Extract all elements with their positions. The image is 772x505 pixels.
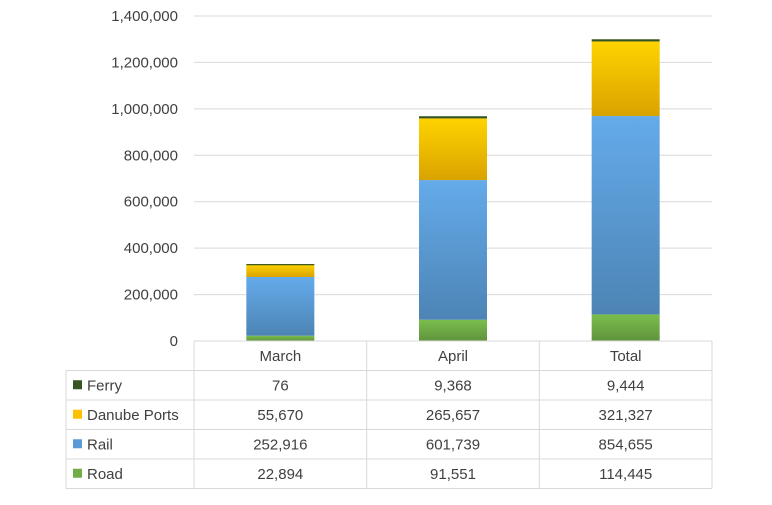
data-table-cell: 601,739 [426, 436, 480, 453]
data-table-cell: 9,444 [607, 377, 645, 394]
bar-segment [246, 264, 315, 266]
data-table-cell: 114,445 [599, 466, 652, 483]
data-table-cell: 9,368 [434, 377, 472, 394]
y-tick-label: 1,000,000 [111, 101, 178, 118]
legend-key [73, 468, 82, 478]
bar-segment [246, 276, 315, 336]
data-table-cell: 265,657 [426, 407, 480, 424]
y-tick-label: 1,400,000 [111, 8, 178, 25]
bar-segment [591, 314, 660, 341]
bars [246, 39, 660, 341]
data-table-cell: 22,894 [257, 466, 303, 483]
data-table-cell: 76 [272, 377, 289, 394]
data-table-cell: 252,916 [253, 436, 307, 453]
bar-segment [246, 264, 315, 277]
y-tick-label: 400,000 [124, 240, 178, 257]
data-table-cell: 91,551 [430, 466, 476, 483]
category-label: April [438, 348, 468, 365]
category-label: Total [610, 348, 642, 365]
data-table: March April Total Ferry 76 9,368 9,444 Danube P… [65, 340, 713, 489]
legend-label: Danube Ports [87, 407, 179, 424]
data-table-cell: 854,655 [599, 436, 653, 453]
bar-segment [419, 319, 487, 341]
data-table-cell: 321,327 [599, 407, 653, 424]
y-tick-label: 800,000 [124, 147, 178, 164]
legend-key [73, 380, 82, 390]
y-tick-label: 600,000 [124, 194, 178, 211]
legend-key [73, 409, 82, 419]
category-label: March [259, 348, 301, 365]
y-tick-label: 0 [170, 333, 178, 350]
legend-label: Rail [87, 436, 113, 453]
y-tick-label: 200,000 [124, 287, 178, 304]
y-tick-label: 1,200,000 [111, 54, 178, 71]
bar-segment [419, 118, 487, 181]
bar-segment [591, 116, 660, 315]
y-axis-tick-labels: 0 200,000 400,000 600,000 800,000 1,000,000 1,… [111, 8, 178, 350]
bar-segment [246, 335, 315, 341]
legend-label: Road [87, 466, 123, 483]
bar-segment [419, 180, 487, 320]
bar-segment [591, 41, 660, 117]
data-table-cell: 55,670 [257, 407, 303, 424]
legend-key [73, 439, 82, 449]
bar-segment [591, 39, 660, 42]
bar-segment [419, 116, 487, 119]
legend-label: Ferry [87, 377, 122, 394]
